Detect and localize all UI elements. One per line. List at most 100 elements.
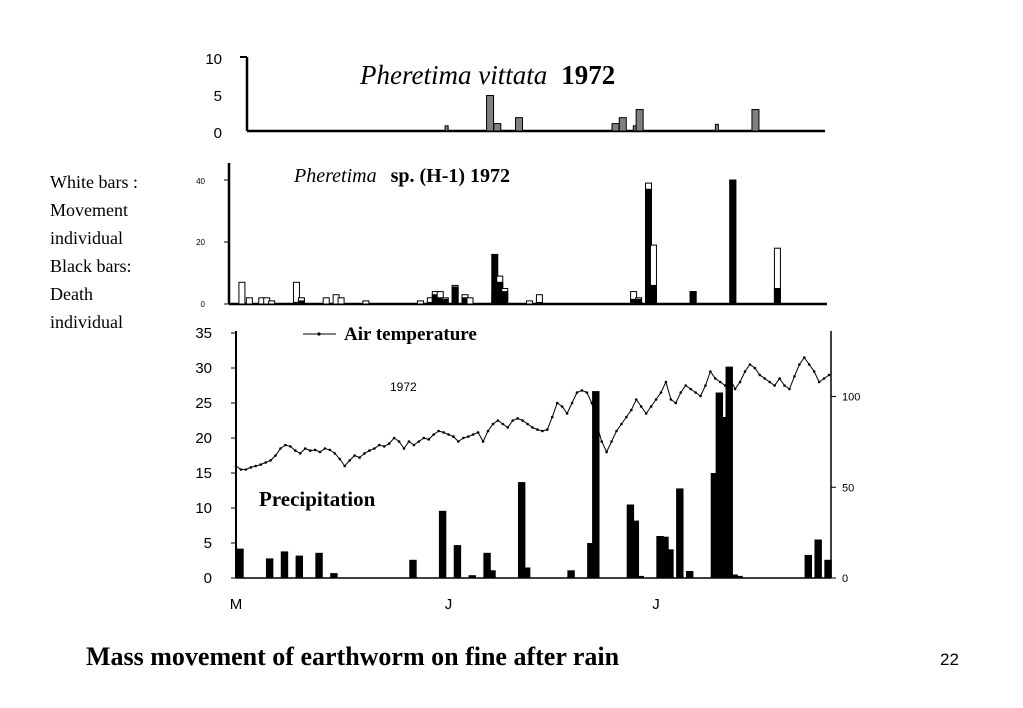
panel-vittata: Pheretima vittata 1972 10 5 0 [205, 51, 825, 142]
vittata-bar [751, 109, 760, 132]
weather-year-label: 1972 [390, 380, 417, 394]
temperature-point [343, 464, 347, 468]
temperature-point [422, 436, 426, 440]
precipitation-bar [236, 548, 244, 578]
temperature-point [768, 380, 771, 384]
right-tick-label: 50 [842, 482, 854, 494]
temperature-point [417, 440, 421, 443]
temperature-point [294, 449, 297, 452]
temperature-point [462, 436, 465, 440]
right-tick-label: 0 [842, 573, 848, 585]
precipitation-bar [295, 555, 304, 578]
vittata-bar [618, 117, 627, 132]
temperature-point [447, 433, 450, 436]
death-bar [729, 179, 737, 305]
note-line: Movement [50, 200, 128, 220]
temperature-point [363, 452, 366, 455]
temperature-point [466, 435, 470, 438]
temperature-point [373, 447, 376, 450]
temperature-point [679, 391, 683, 394]
precipitation-bar [330, 573, 338, 578]
vittata-bar [714, 123, 719, 132]
temperature-point [659, 391, 663, 394]
temperature-point [511, 419, 515, 422]
precipitation-bar [280, 551, 289, 578]
left-tick-label: 5 [204, 535, 212, 552]
weather-left-ticks: 35 30 25 20 15 10 5 0 [195, 325, 236, 587]
precipitation-bar [631, 520, 640, 578]
temperature-point [654, 398, 658, 401]
precipitation-bar [666, 549, 674, 578]
temperature-point [570, 401, 574, 405]
temperature-point [274, 454, 277, 457]
temperature-point [580, 389, 584, 392]
left-tick-label: 0 [204, 570, 212, 587]
precipitation-bar [804, 554, 812, 578]
temperature-legend-label: Air temperature [344, 324, 477, 345]
temperature-point [704, 384, 707, 387]
left-tick-label: 15 [195, 465, 212, 482]
temperature-point [368, 449, 371, 452]
temperature-point [615, 429, 618, 433]
precipitation-bar [735, 575, 743, 578]
temperature-point [328, 448, 332, 452]
temperature-point [382, 445, 386, 448]
temperature-point [323, 447, 327, 450]
h1-ticks [224, 179, 229, 305]
movement-bar [337, 297, 345, 305]
temperature-point [298, 452, 302, 455]
death-bar [535, 301, 543, 305]
temperature-point [669, 398, 673, 401]
temperature-point [699, 394, 702, 398]
temperature-point [471, 433, 475, 436]
temperature-point [560, 405, 564, 408]
temperature-point [407, 440, 411, 443]
temperature-point [590, 401, 594, 405]
movement-bar [362, 300, 370, 305]
temperature-point [674, 401, 678, 405]
air-temperature-points [234, 356, 831, 471]
temperature-point [452, 435, 455, 438]
temperature-point [457, 440, 460, 443]
temperature-point [575, 391, 579, 394]
temperature-point [664, 380, 668, 384]
temperature-point [733, 387, 737, 391]
temperature-point [279, 447, 282, 450]
precipitation-bar [438, 510, 447, 578]
h1-bars [238, 179, 781, 305]
vittata-ytick-label: 0 [214, 125, 222, 142]
precipitation-bar [725, 366, 733, 578]
h1-title-rest: sp. (H-1) 1972 [391, 165, 510, 187]
temperature-point [244, 468, 248, 471]
temperature-point [565, 412, 569, 415]
slide-number: 22 [940, 650, 959, 669]
month-label: J [652, 596, 660, 613]
weather-right-ticks: 100 50 0 [831, 392, 860, 585]
temperature-point [649, 405, 653, 408]
left-tick-label: 35 [195, 325, 212, 342]
temperature-point [442, 431, 445, 434]
temperature-point [689, 387, 692, 391]
temperature-point [595, 422, 599, 426]
temperature-point [817, 380, 821, 384]
panel-h1: Pheretima sp. (H-1) 1972 40 20 0 [196, 163, 827, 309]
temperature-point [743, 370, 747, 373]
death-bar [773, 288, 781, 305]
vittata-title: Pheretima vittata 1972 [359, 60, 615, 90]
temperature-point [630, 408, 633, 412]
temperature-point [284, 443, 287, 447]
death-bar [635, 298, 643, 305]
precipitation-bar [468, 575, 476, 578]
temperature-point [728, 377, 732, 380]
temperature-point [644, 412, 648, 415]
precipitation-bar [483, 552, 491, 578]
temperature-point [234, 464, 238, 468]
temperature-point [827, 373, 831, 377]
temperature-point [333, 452, 337, 455]
temperature-point [778, 377, 781, 380]
death-bar [689, 291, 697, 305]
temperature-point [714, 377, 717, 380]
